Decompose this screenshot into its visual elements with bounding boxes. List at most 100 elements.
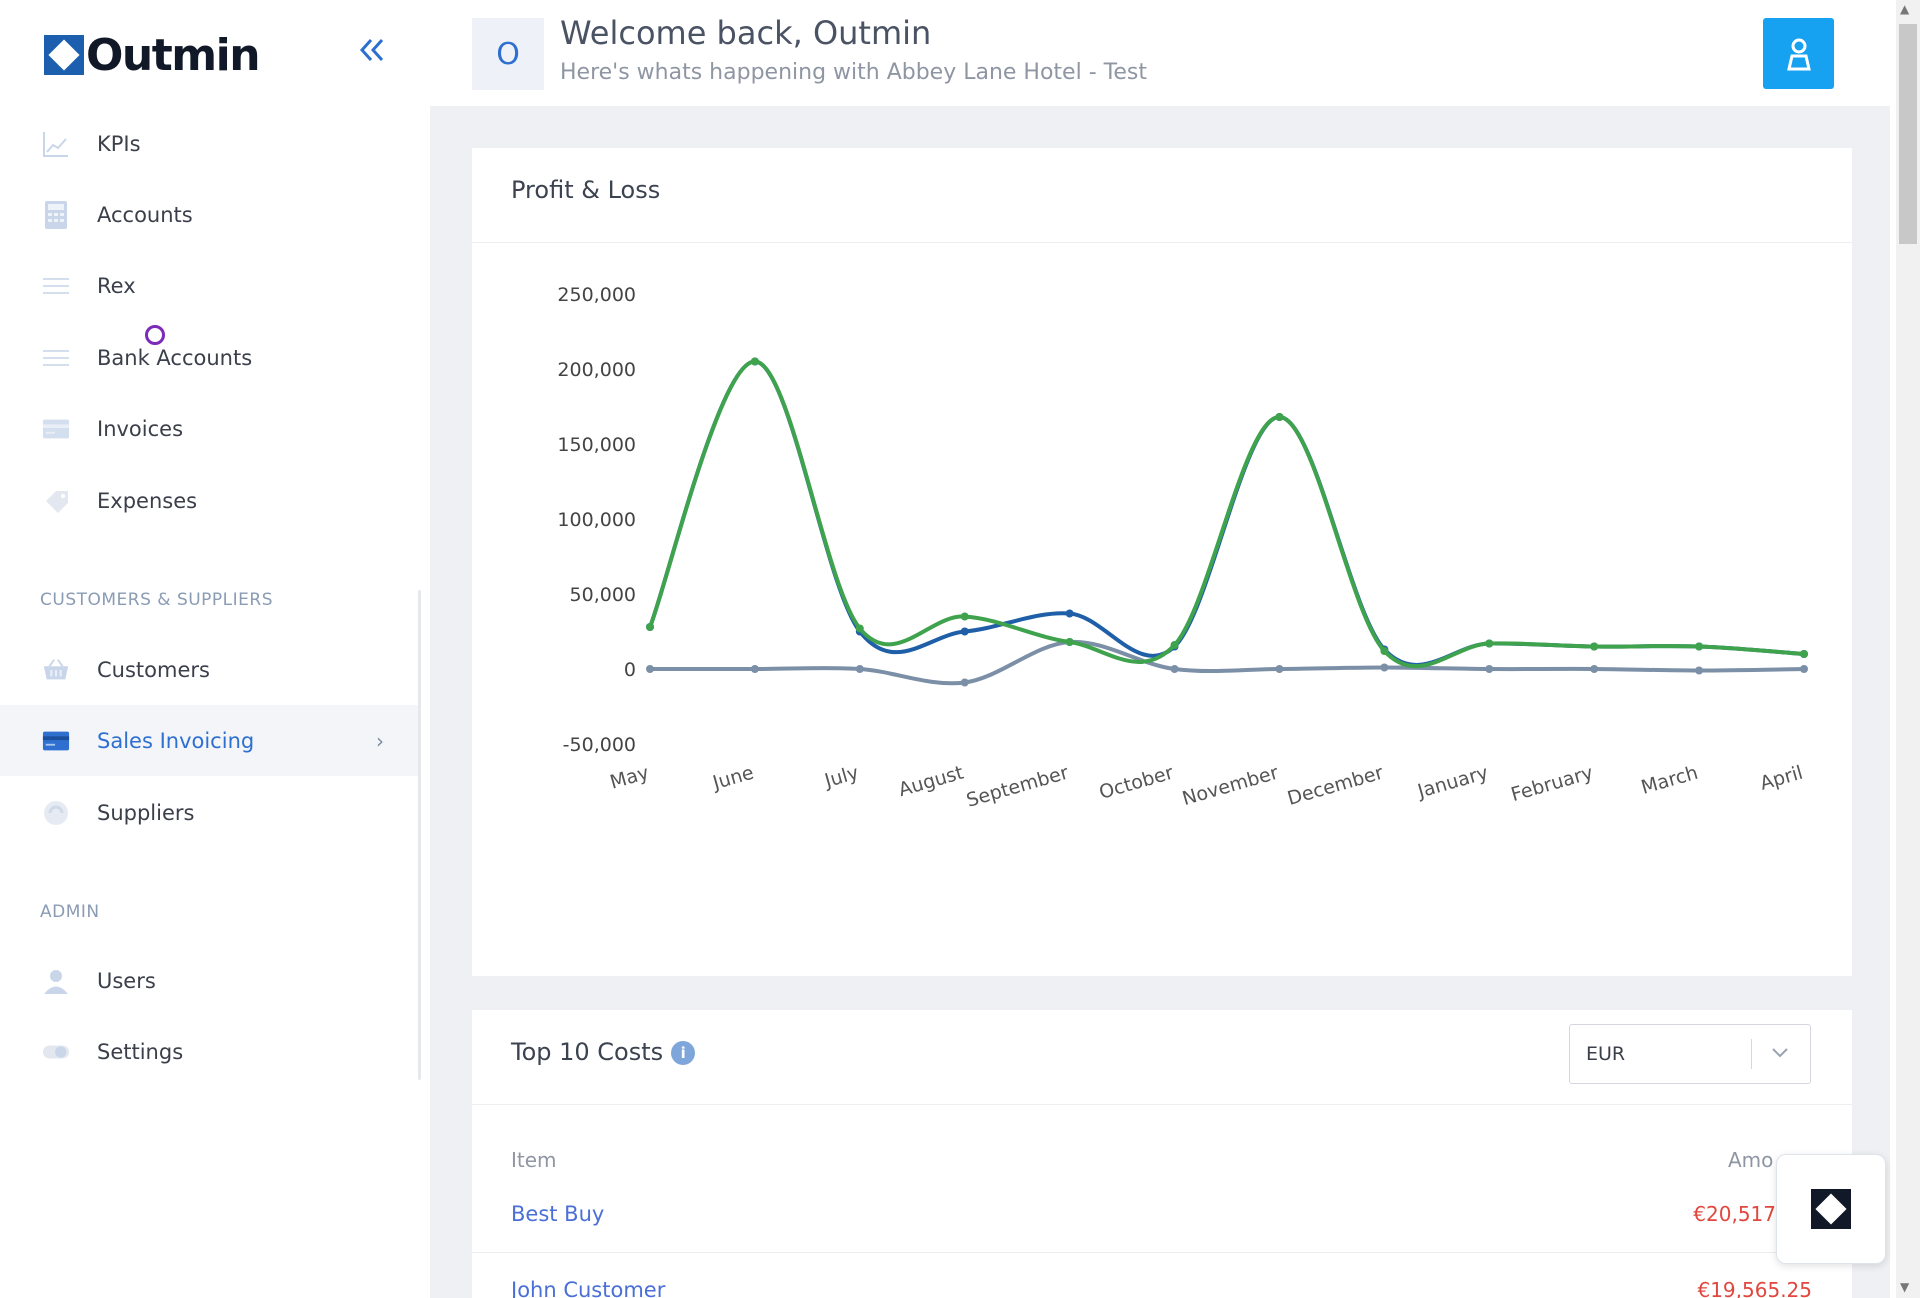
x-tick-label: June [709,762,756,795]
card-title: Profit & Loss [511,176,661,204]
sidebar-item-sales-invoicing[interactable]: Sales Invoicing › [0,705,420,776]
data-point [960,612,969,621]
sidebar-item-label: Suppliers [97,800,195,825]
y-tick-label: 100,000 [557,509,636,531]
sidebar-item-kpis[interactable]: KPIs [0,108,420,179]
data-point [1485,639,1494,648]
data-point [1590,642,1599,651]
sidebar-item-customers[interactable]: Customers [0,634,420,705]
sidebar: Outmin KPIs Accounts Rex Bank Accounts [0,0,430,1298]
data-point [1380,647,1389,655]
chart-icon [42,130,70,158]
data-point [960,627,969,636]
data-point [1065,638,1074,646]
column-header-amount: Amo [1728,1148,1774,1172]
x-tick-label: October [1097,762,1176,804]
sidebar-item-rex[interactable]: Rex [0,250,420,321]
top-header [430,0,1890,106]
y-tick-label: 50,000 [570,584,636,606]
page-scrollbar-thumb[interactable] [1899,24,1917,244]
calculator-icon [42,200,70,229]
x-tick-label: May [608,762,652,794]
outmin-logo-icon [1811,1189,1851,1229]
data-point [1275,665,1284,673]
x-tick-label: January [1414,762,1490,803]
x-tick-label: August [896,762,966,801]
sidebar-item-bank-accounts[interactable]: Bank Accounts [0,322,420,393]
sidebar-item-label: Settings [97,1039,184,1064]
tag-icon [42,487,70,515]
row-divider [472,1252,1812,1253]
sidebar-item-invoices[interactable]: Invoices [0,393,420,464]
data-point [1695,666,1704,675]
series-line-1 [649,639,1805,686]
column-header-item: Item [511,1148,557,1172]
x-tick-label: November [1180,762,1281,810]
sidebar-item-settings[interactable]: Settings [0,1016,420,1087]
sidebar-item-label: Users [97,968,156,993]
cost-item-name[interactable]: John Customer [511,1278,666,1298]
logo-text: Outmin [86,29,261,81]
floating-help-button[interactable] [1776,1154,1886,1264]
collapse-sidebar-button[interactable] [352,34,392,74]
profit-loss-card: Profit & Loss 250,000 200,000 150,000 100,0… [472,148,1852,976]
page-subtitle: Here's whats happening with Abbey Lane H… [560,60,1147,85]
logo[interactable]: Outmin [44,28,261,82]
sidebar-item-label: Sales Invoicing [97,728,255,753]
data-point [1170,641,1179,649]
data-point [750,665,759,673]
sidebar-item-label: Rex [97,273,136,298]
list-icon [42,344,70,372]
suppliers-icon [42,799,70,827]
data-point [855,665,864,673]
y-tick-label: 250,000 [557,284,636,306]
select-separator [1751,1039,1752,1069]
sidebar-item-users[interactable]: Users [0,945,420,1016]
currency-select[interactable]: EUR [1569,1024,1811,1084]
data-point [1590,665,1599,673]
user-icon [1786,38,1811,70]
toggle-icon [42,1038,70,1066]
x-tick-label: April [1758,762,1806,795]
mouse-cursor-indicator [145,325,165,345]
page-title: Welcome back, Outmin [560,14,932,52]
user-menu-button[interactable] [1763,18,1834,89]
cost-item-name[interactable]: Best Buy [511,1202,605,1226]
series-line-2 [648,359,1805,668]
x-tick-label: July [821,762,861,793]
sidebar-item-label: Customers [97,657,210,682]
sidebar-item-suppliers[interactable]: Suppliers [0,777,420,848]
info-icon[interactable]: i [671,1041,696,1065]
profit-loss-chart: 250,000 200,000 150,000 100,000 50,000 0 -50,0… [557,284,1808,812]
double-chevron-left-icon [359,38,384,62]
divider [472,1104,1852,1105]
list-icon [42,272,70,300]
sidebar-item-label: Bank Accounts [97,345,253,370]
data-point [960,678,969,687]
y-tick-label: 200,000 [557,359,636,381]
scroll-down-arrow[interactable]: ▼ [1900,1280,1910,1294]
y-tick-label: 150,000 [557,434,636,456]
sidebar-scrollbar[interactable] [418,590,421,1080]
data-point [646,665,654,673]
data-point [1800,650,1808,658]
cost-item-amount: €19,565.25 [1697,1278,1812,1298]
chevron-right-icon: › [376,728,384,753]
divider [472,242,1852,243]
invoice-icon [42,415,70,443]
data-point [1380,663,1389,672]
chevron-down-icon [1769,1041,1791,1067]
x-tick-label: September [964,762,1071,812]
data-point [1170,665,1179,673]
data-point [1800,665,1808,673]
data-point [750,357,759,366]
scroll-up-arrow[interactable]: ▲ [1900,2,1910,16]
data-point [1065,609,1074,618]
sidebar-item-expenses[interactable]: Expenses [0,465,420,536]
sidebar-item-accounts[interactable]: Accounts [0,179,420,250]
sidebar-item-label: Expenses [97,488,198,513]
sidebar-item-label: Accounts [97,202,193,227]
card-title: Top 10 Costs i [511,1038,696,1066]
basket-icon [42,656,70,684]
y-tick-label: -50,000 [563,734,636,756]
